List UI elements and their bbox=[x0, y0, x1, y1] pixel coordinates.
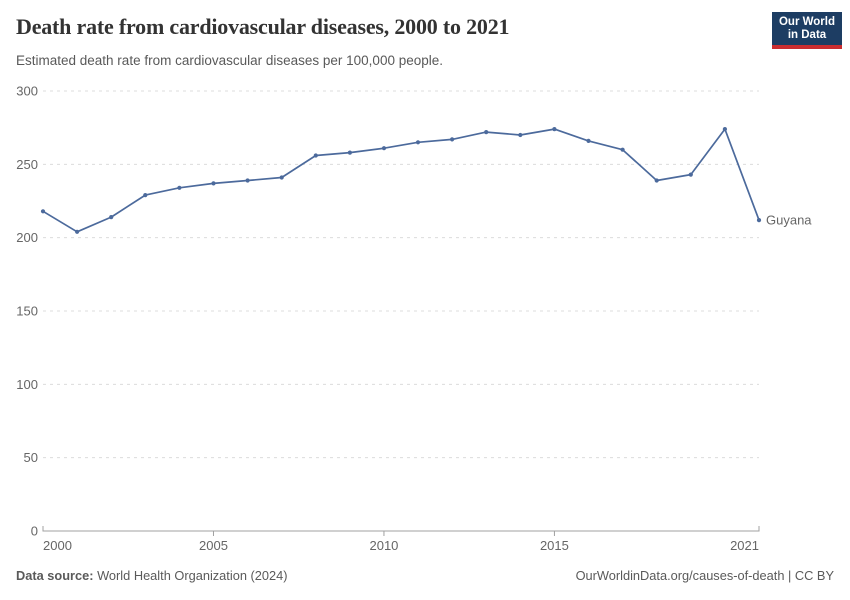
data-point bbox=[279, 175, 284, 180]
data-point bbox=[211, 181, 216, 186]
data-point bbox=[450, 137, 455, 142]
data-point bbox=[620, 147, 625, 152]
data-point bbox=[654, 178, 659, 183]
y-tick-label: 50 bbox=[24, 450, 38, 465]
data-point bbox=[313, 153, 318, 158]
x-tick-label: 2015 bbox=[540, 538, 569, 553]
chart-subtitle: Estimated death rate from cardiovascular… bbox=[16, 53, 443, 68]
chart-title: Death rate from cardiovascular diseases,… bbox=[16, 14, 510, 39]
entity-label: Guyana bbox=[766, 213, 812, 228]
data-point bbox=[143, 193, 148, 198]
data-point bbox=[40, 209, 46, 214]
owid-logo-line1: Our World bbox=[778, 16, 835, 28]
x-tick-label: 2021 bbox=[730, 538, 759, 553]
data-point bbox=[484, 130, 489, 135]
data-source-value: World Health Organization (2024) bbox=[93, 568, 288, 583]
data-point bbox=[552, 127, 557, 132]
y-tick-label: 200 bbox=[16, 230, 38, 245]
x-tick-label: 2010 bbox=[369, 538, 398, 553]
data-point bbox=[722, 127, 728, 132]
x-tick-label: 2005 bbox=[199, 538, 228, 553]
y-tick-label: 250 bbox=[16, 157, 38, 172]
data-point bbox=[586, 138, 591, 143]
owid-logo-line2: in Data bbox=[787, 29, 827, 41]
data-point bbox=[245, 178, 250, 183]
y-tick-label: 0 bbox=[31, 524, 38, 539]
data-point bbox=[109, 215, 114, 220]
x-tick-label: 2000 bbox=[43, 538, 72, 553]
owid-url-license: OurWorldinData.org/causes-of-death | CC … bbox=[575, 568, 834, 583]
data-point bbox=[518, 132, 523, 138]
data-source-label: Data source: bbox=[16, 568, 94, 583]
data-point bbox=[75, 229, 80, 234]
data-point bbox=[347, 150, 352, 155]
series-line bbox=[42, 128, 760, 233]
data-point bbox=[177, 185, 182, 190]
chart-footer: Data source: World Health Organization (… bbox=[16, 568, 834, 583]
data-point bbox=[381, 146, 387, 151]
y-tick-label: 100 bbox=[16, 377, 38, 392]
data-point bbox=[688, 172, 693, 177]
y-tick-label: 300 bbox=[16, 84, 38, 99]
y-tick-label: 150 bbox=[16, 304, 38, 319]
owid-logo: Our World in Data bbox=[772, 12, 842, 49]
data-source-note: Data source: World Health Organization (… bbox=[16, 568, 287, 583]
data-point bbox=[756, 218, 762, 223]
x-axis-line bbox=[42, 526, 760, 532]
data-point bbox=[415, 140, 421, 145]
